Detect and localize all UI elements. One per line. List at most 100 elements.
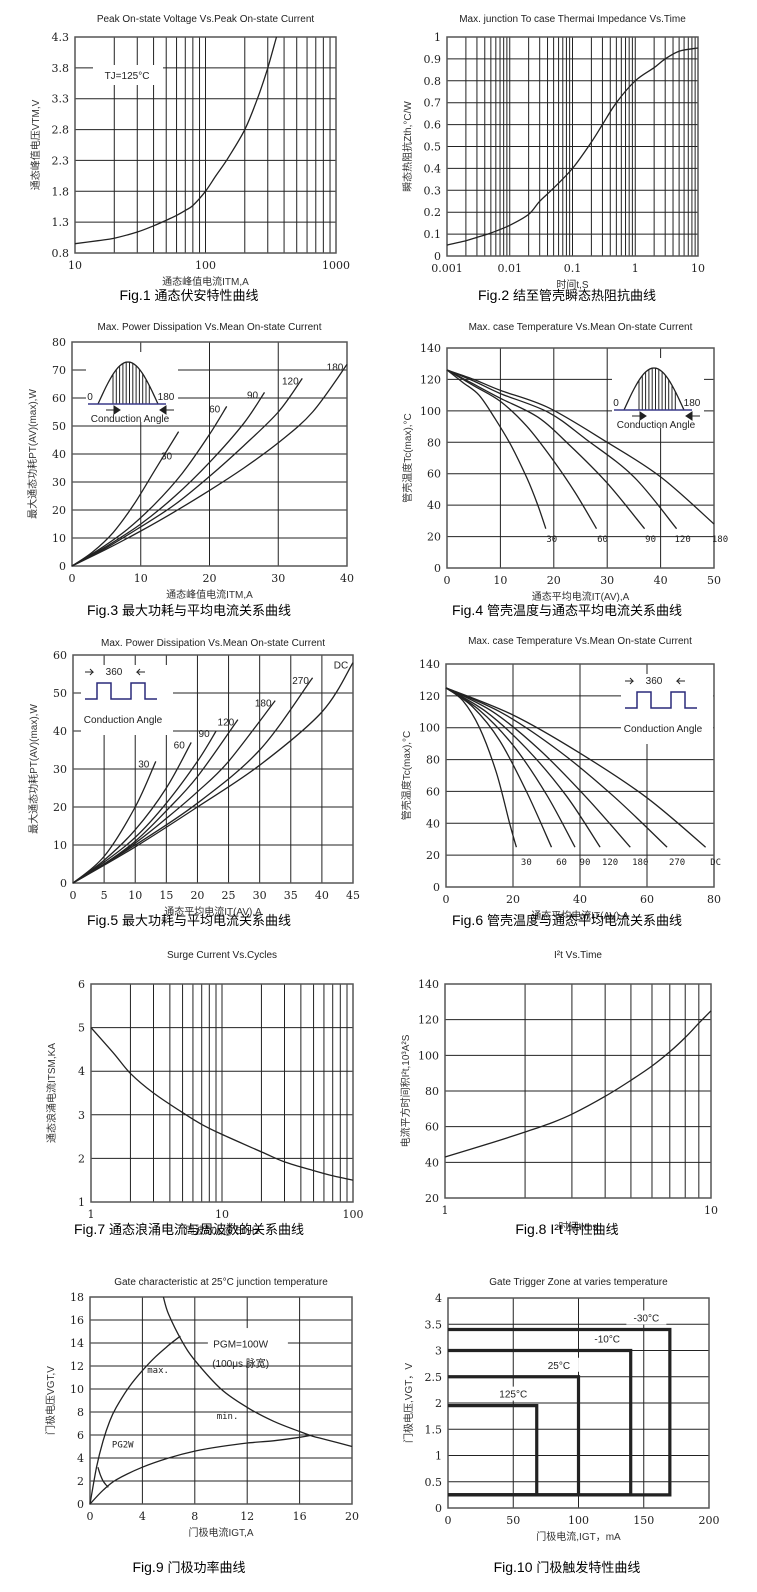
arrow-right-icon [632,411,647,421]
series-line-max [89,1335,181,1505]
series-line-Zth [446,47,699,246]
conduction-angle-inset: 360 Conduction Angle [81,665,173,735]
y-tick-label: 40 [426,817,440,830]
x-tick-label: 0.01 [498,262,523,275]
inset-label-0: 0 [613,398,619,409]
series-line-180 [71,364,348,567]
series-line-120 [445,687,601,848]
y-tick-label: 100 [420,405,441,418]
figure-2: Max. junction To case Thermai Impedance … [401,14,705,304]
grid [90,983,354,1203]
series-label: 60 [556,858,567,868]
series-label: DC [710,858,721,868]
inset-period-label: 360 [106,667,123,678]
x-tick-label: 150 [633,1514,654,1527]
y-axis-label: 门极电压VGT,V [44,1366,57,1435]
x-tick-label: 30 [600,574,614,587]
y-tick-label: 60 [427,468,441,481]
plot-frame [72,654,354,884]
x-tick-label: 30 [253,889,267,902]
series-line-120 [446,369,678,530]
x-tick-label: 200 [699,1514,720,1527]
series-line-90 [72,730,217,884]
square-wave [85,682,157,700]
arrow-right-icon [625,677,635,685]
y-axis-label: 通态浪涌电流ITSM,KA [45,1043,58,1143]
figure-caption: Fig.8 I²t 特性曲线 [515,1221,618,1238]
y-tick-label: 4.3 [52,31,70,44]
y-tick-label: 0 [433,881,440,894]
inset-caption: Conduction Angle [624,724,703,735]
arrow-left-icon [685,411,700,421]
x-tick-label: 100 [343,1208,364,1221]
x-tick-label: 35 [284,889,298,902]
y-tick-label: 80 [425,1085,439,1098]
x-tick-label: 30 [271,572,285,585]
grid [444,983,712,1199]
half-sine-wave [623,367,685,411]
chart-title: Max. case Temperature Vs.Mean On-state C… [469,322,693,333]
trigger-zone [448,1404,539,1497]
y-tick-label: 1 [434,31,441,44]
series-label: 60 [597,535,608,545]
series-label: 60 [174,740,186,751]
x-tick-label: 10 [134,572,148,585]
series-label: 180 [255,699,272,710]
x-tick-label: 10 [128,889,142,902]
series-label: 90 [580,858,591,868]
y-tick-label: 80 [52,336,66,349]
inset-caption: Conduction Angle [91,414,170,425]
series-line-DC [72,662,354,884]
figure-caption: Fig.7 通态浪涌电流与周波数的关系曲线 [74,1221,304,1238]
plot-frame [446,347,715,569]
y-tick-label: 120 [420,373,441,386]
figure-5: Max. Power Dissipation Vs.Mean On-state … [27,638,360,929]
x-axis-label: 通态平均电流IT(AV),A [164,905,262,918]
x-tick-label: 40 [315,889,329,902]
x-tick-label: 1 [632,262,639,275]
x-tick-label: 100 [195,259,216,272]
y-tick-label: 100 [418,1049,439,1062]
x-tick-label: 8 [191,1510,198,1523]
x-tick-label: 20 [190,889,204,902]
x-axis-label: 通态峰值电流ITM,A [162,275,249,288]
trigger-zone [448,1327,672,1497]
y-tick-label: 5 [78,1022,85,1035]
series-label: 30 [521,858,532,868]
x-tick-label: 80 [707,893,721,906]
y-tick-label: 20 [425,1192,439,1205]
series-label: 90 [645,535,656,545]
y-tick-label: 30 [53,763,67,776]
y-tick-label: 60 [425,1121,439,1134]
y-tick-label: 6 [78,978,85,991]
series-line-60 [72,742,192,884]
x-tick-label: 0.1 [564,262,582,275]
series-label: 30 [161,452,173,463]
y-tick-label: 0.2 [424,206,442,219]
chart-title: Surge Current Vs.Cycles [167,950,277,961]
arrow-right-icon [85,668,95,676]
y-axis-label: 通态峰值电压VTM,V [29,99,42,190]
figure-caption: Fig.2 结至管壳瞬态热阻抗曲线 [478,287,656,304]
y-tick-label: 4 [78,1065,85,1078]
series-label: 270 [669,858,685,868]
x-tick-label: 20 [203,572,217,585]
y-tick-label: 100 [419,722,440,735]
y-tick-label: 20 [53,801,67,814]
y-tick-label: 12 [70,1360,84,1373]
y-tick-label: 120 [418,1014,439,1027]
series-line-60 [446,369,598,530]
series-line-ITSM [90,1027,354,1181]
y-tick-label: 10 [53,839,67,852]
y-tick-label: 120 [419,690,440,703]
y-tick-label: 0.6 [424,119,442,132]
y-tick-label: 0 [434,250,441,263]
x-tick-label: 16 [293,1510,307,1523]
x-tick-label: 0 [69,572,76,585]
x-axis-label: 通态平均电流IT(AV),A [532,590,630,603]
y-tick-label: 6 [77,1429,84,1442]
y-axis-label: 最大通态功耗PT(AV)(max),W [27,704,40,834]
series-line-60 [71,406,228,567]
inset-caption: Conduction Angle [84,715,163,726]
y-tick-label: 4 [435,1292,442,1305]
